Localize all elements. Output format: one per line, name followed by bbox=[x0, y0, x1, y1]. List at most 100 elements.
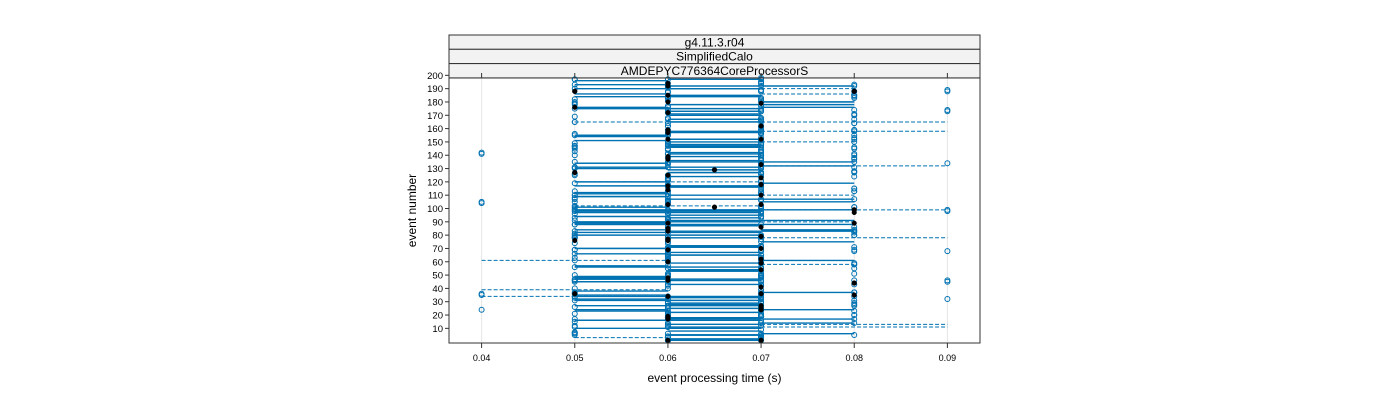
event-point bbox=[571, 210, 578, 217]
x-tick-label: 0.08 bbox=[845, 353, 863, 363]
event-point-filled bbox=[665, 172, 671, 178]
event-point-filled bbox=[665, 99, 671, 105]
event-point-filled bbox=[665, 228, 671, 234]
event-point-filled bbox=[572, 237, 578, 244]
y-tick-label: 130 bbox=[427, 164, 443, 175]
event-point bbox=[851, 152, 858, 159]
event-point bbox=[571, 152, 578, 159]
event-point bbox=[851, 120, 858, 127]
event-point bbox=[758, 78, 765, 85]
event-point bbox=[758, 213, 765, 220]
outlier-point bbox=[944, 206, 951, 213]
event-point bbox=[851, 244, 858, 251]
event-point bbox=[758, 86, 765, 93]
event-point bbox=[851, 82, 858, 89]
event-point bbox=[571, 221, 578, 228]
event-point bbox=[571, 228, 578, 235]
event-point bbox=[851, 261, 858, 268]
event-point bbox=[571, 246, 578, 253]
event-point bbox=[571, 297, 578, 304]
event-point-filled bbox=[758, 224, 764, 230]
outlier-point bbox=[944, 248, 951, 255]
event-point bbox=[851, 134, 858, 141]
x-tick-label: 0.04 bbox=[473, 353, 491, 363]
event-point bbox=[851, 320, 858, 327]
event-point bbox=[851, 156, 858, 163]
event-point-filled bbox=[572, 104, 578, 110]
event-point bbox=[758, 114, 765, 121]
outlier-point bbox=[944, 106, 951, 113]
event-point bbox=[571, 204, 578, 211]
event-point bbox=[664, 285, 671, 292]
x-tick-label: 0.07 bbox=[752, 353, 770, 363]
event-point bbox=[571, 330, 578, 337]
y-tick-label: 80 bbox=[432, 231, 443, 242]
event-point-filled bbox=[851, 292, 857, 298]
outlier-point bbox=[478, 198, 485, 205]
y-tick-label: 190 bbox=[427, 84, 443, 95]
highlight-point bbox=[572, 291, 578, 297]
event-point bbox=[758, 144, 765, 151]
event-point bbox=[664, 253, 671, 260]
event-point bbox=[664, 298, 671, 305]
event-point-filled bbox=[665, 110, 671, 116]
event-point bbox=[758, 326, 765, 333]
event-point bbox=[571, 304, 578, 311]
strip-labels: g4.11.3.r04SimplifiedCaloAMDEPYC776364Co… bbox=[448, 34, 981, 79]
strip-label: SimplifiedCalo bbox=[676, 50, 753, 64]
event-point bbox=[758, 156, 765, 163]
event-point bbox=[571, 310, 578, 317]
event-point-filled bbox=[665, 259, 671, 265]
highlight-point bbox=[711, 167, 718, 173]
y-tick-label: 150 bbox=[427, 137, 443, 148]
event-point bbox=[571, 217, 578, 224]
event-point-filled bbox=[665, 183, 671, 189]
event-point bbox=[851, 316, 858, 323]
y-tick-label: 10 bbox=[432, 324, 443, 335]
y-tick-label: 140 bbox=[427, 151, 443, 162]
y-tick-label: 90 bbox=[432, 217, 443, 228]
event-point bbox=[758, 169, 765, 176]
y-axis: 10 20 30 40 50 60 70 80 90 100 110 120 130 140 150 160 1… bbox=[427, 71, 449, 335]
strip-label: g4.11.3.r04 bbox=[685, 35, 745, 49]
event-point-filled bbox=[758, 136, 764, 142]
highlight-point bbox=[711, 204, 718, 210]
event-point bbox=[571, 322, 578, 329]
y-tick-label: 40 bbox=[432, 284, 443, 295]
event-point-filled bbox=[758, 307, 764, 313]
highlight-point bbox=[851, 280, 857, 286]
event-point-filled bbox=[758, 201, 764, 208]
highlight-point bbox=[851, 207, 857, 213]
event-point-filled bbox=[758, 291, 764, 297]
event-point-filled bbox=[665, 201, 671, 208]
event-point bbox=[851, 188, 858, 195]
event-point bbox=[851, 116, 858, 123]
event-point bbox=[758, 82, 765, 89]
y-tick-label: 60 bbox=[432, 257, 443, 268]
event-point bbox=[571, 264, 578, 271]
event-point bbox=[851, 132, 858, 139]
event-point bbox=[851, 332, 858, 339]
highlight-point bbox=[572, 169, 578, 176]
event-point bbox=[851, 173, 858, 180]
event-point bbox=[758, 313, 765, 320]
event-point bbox=[571, 164, 578, 171]
event-point-filled bbox=[572, 88, 578, 94]
event-point bbox=[664, 146, 671, 153]
event-point-filled bbox=[665, 220, 671, 226]
y-tick-label: 160 bbox=[427, 124, 443, 135]
event-point bbox=[571, 214, 578, 221]
event-point bbox=[851, 158, 858, 165]
event-point bbox=[758, 272, 765, 279]
event-point-filled bbox=[758, 100, 764, 106]
outlier-point bbox=[478, 149, 485, 156]
event-point-filled bbox=[758, 245, 764, 252]
event-point-filled bbox=[665, 136, 671, 142]
event-point bbox=[571, 188, 578, 195]
event-point-filled bbox=[758, 260, 764, 266]
event-point bbox=[851, 302, 858, 309]
event-point-filled bbox=[758, 123, 764, 129]
y-tick-label: 200 bbox=[427, 71, 443, 82]
event-point bbox=[664, 206, 671, 213]
event-point bbox=[758, 186, 765, 193]
